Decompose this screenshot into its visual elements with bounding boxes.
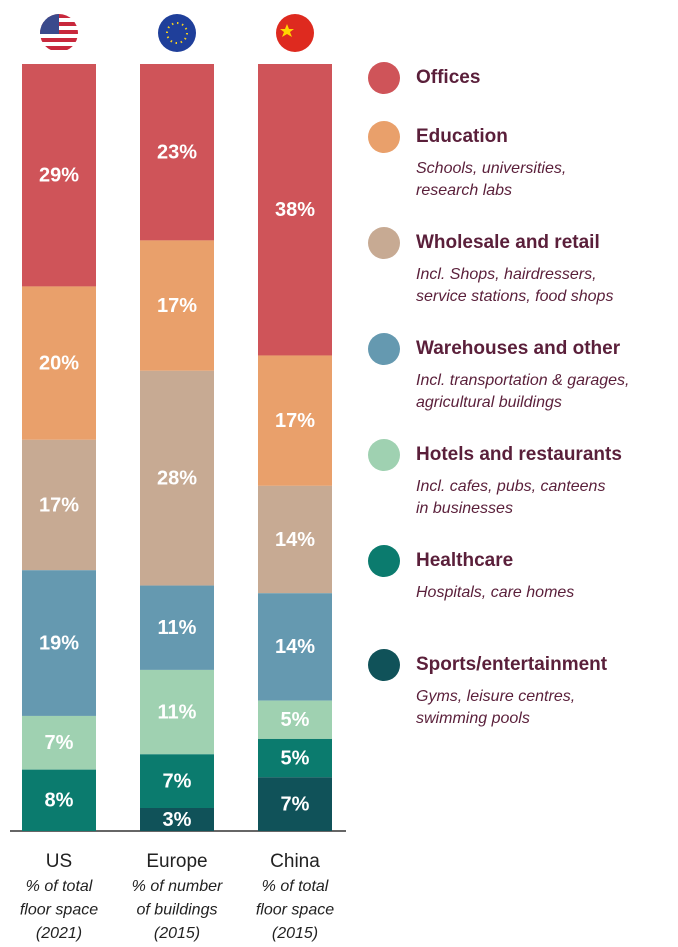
value-label: 17% bbox=[39, 494, 79, 516]
category-label: Europe bbox=[146, 851, 207, 872]
bar-segment bbox=[140, 754, 214, 808]
bar-segment bbox=[140, 669, 214, 755]
legend-swatch bbox=[368, 649, 400, 681]
category-note: % of total bbox=[26, 878, 93, 895]
bar-segment bbox=[22, 715, 96, 770]
value-label: 19% bbox=[39, 632, 79, 654]
legend-description: research labs bbox=[416, 182, 512, 199]
legend-swatch bbox=[368, 439, 400, 471]
bar-segment bbox=[140, 585, 214, 670]
legend-label: Healthcare bbox=[416, 550, 513, 571]
value-label: 28% bbox=[157, 467, 197, 489]
legend-description: service stations, food shops bbox=[416, 288, 613, 305]
legend-description: Incl. Shops, hairdressers, bbox=[416, 266, 597, 283]
value-label: 11% bbox=[158, 701, 197, 723]
legend-description: swimming pools bbox=[416, 710, 530, 727]
value-label: 17% bbox=[275, 410, 315, 432]
category-label: US bbox=[46, 851, 72, 872]
value-label: 38% bbox=[275, 199, 315, 221]
legend-description: in businesses bbox=[416, 500, 513, 517]
value-label: 7% bbox=[45, 732, 74, 754]
value-label: 29% bbox=[39, 164, 79, 186]
legend-swatch bbox=[368, 333, 400, 365]
legend-swatch bbox=[368, 121, 400, 153]
value-label: 8% bbox=[45, 790, 74, 812]
flag-china bbox=[276, 14, 314, 52]
category-note: floor space bbox=[256, 902, 334, 919]
category-note: % of number bbox=[132, 878, 223, 895]
category-label: China bbox=[270, 851, 320, 872]
value-label: 20% bbox=[39, 352, 79, 374]
category-note: (2015) bbox=[154, 925, 200, 942]
bar-segment bbox=[258, 700, 332, 739]
bar-segment bbox=[22, 439, 96, 571]
legend-swatch bbox=[368, 227, 400, 259]
flag-us bbox=[40, 14, 78, 52]
value-label: 7% bbox=[163, 770, 192, 792]
value-label: 5% bbox=[281, 747, 310, 769]
legend-description: Schools, universities, bbox=[416, 160, 566, 177]
legend-description: agricultural buildings bbox=[416, 394, 562, 411]
bar-segment bbox=[22, 570, 96, 716]
value-label: 7% bbox=[281, 793, 310, 815]
bar-segment bbox=[140, 240, 214, 371]
legend-label: Hotels and restaurants bbox=[416, 444, 622, 465]
legend-description: Incl. cafes, pubs, canteens bbox=[416, 478, 605, 495]
bar-segment bbox=[22, 64, 96, 287]
legend-swatch bbox=[368, 545, 400, 577]
category-note: floor space bbox=[20, 902, 98, 919]
bar-segment bbox=[140, 64, 214, 241]
bar-segment bbox=[258, 738, 332, 778]
legend-label: Warehouses and other bbox=[416, 338, 621, 359]
bar-segment bbox=[258, 777, 332, 831]
bar-segment bbox=[140, 370, 214, 586]
legend-label: Wholesale and retail bbox=[416, 232, 600, 253]
bar-segment bbox=[258, 593, 332, 701]
value-label: 3% bbox=[163, 809, 192, 831]
bar-segment bbox=[22, 286, 96, 440]
legend-label: Education bbox=[416, 126, 508, 147]
legend-swatch bbox=[368, 62, 400, 94]
legend-label: Offices bbox=[416, 67, 480, 88]
bar-segment bbox=[258, 485, 332, 594]
category-note: % of total bbox=[262, 878, 329, 895]
bar-segment bbox=[258, 64, 332, 356]
bar-segment bbox=[22, 769, 96, 831]
legend-description: Hospitals, care homes bbox=[416, 584, 574, 601]
bar-segment bbox=[258, 355, 332, 486]
category-note: (2015) bbox=[272, 925, 318, 942]
value-label: 5% bbox=[281, 709, 310, 731]
category-note: of buildings bbox=[137, 902, 218, 919]
legend-description: Gyms, leisure centres, bbox=[416, 688, 575, 705]
legend-label: Sports/entertainment bbox=[416, 654, 608, 675]
value-label: 23% bbox=[157, 141, 197, 163]
flag-eu bbox=[158, 14, 196, 52]
value-label: 11% bbox=[158, 617, 197, 639]
value-label: 17% bbox=[157, 295, 197, 317]
legend-description: Incl. transportation & garages, bbox=[416, 372, 629, 389]
value-label: 14% bbox=[275, 529, 315, 551]
bar-segment bbox=[140, 807, 214, 831]
category-note: (2021) bbox=[36, 925, 82, 942]
value-label: 14% bbox=[275, 636, 315, 658]
